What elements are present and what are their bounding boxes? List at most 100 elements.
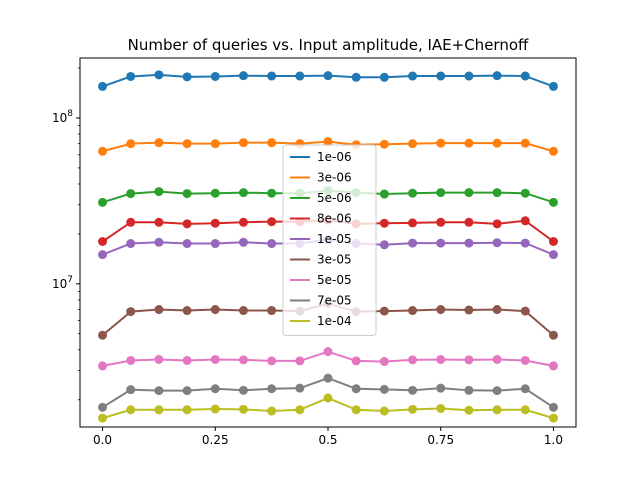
data-point xyxy=(520,405,530,415)
data-point xyxy=(408,188,418,198)
data-point xyxy=(351,72,361,82)
data-point xyxy=(436,305,446,315)
data-point xyxy=(548,361,558,371)
data-point xyxy=(464,355,474,365)
data-point xyxy=(238,404,248,414)
data-point xyxy=(520,216,530,226)
legend-item-8e-06: 8e-06 xyxy=(290,212,352,226)
legend-label: 3e-06 xyxy=(317,171,352,185)
data-point xyxy=(210,71,220,81)
data-point xyxy=(492,219,502,229)
data-point xyxy=(295,383,305,393)
data-point xyxy=(379,189,389,199)
axes-layer: 0.0 0.25 0.5 0.75 1.0 107 108 xyxy=(52,67,563,447)
data-point xyxy=(548,197,558,207)
data-point xyxy=(408,306,418,316)
series-1e-06 xyxy=(98,70,558,91)
data-point xyxy=(379,240,389,250)
data-point xyxy=(379,306,389,316)
data-point xyxy=(154,70,164,80)
data-point xyxy=(154,354,164,364)
data-point xyxy=(464,405,474,415)
data-point xyxy=(295,71,305,81)
series-5e-05 xyxy=(98,347,558,371)
legend-item-5e-05: 5e-05 xyxy=(290,273,352,287)
data-point xyxy=(154,386,164,396)
data-point xyxy=(210,239,220,249)
data-point xyxy=(238,306,248,316)
data-point xyxy=(492,405,502,415)
data-point xyxy=(126,385,136,395)
legend-label: 5e-05 xyxy=(317,273,352,287)
data-point xyxy=(210,188,220,198)
data-point xyxy=(182,355,192,365)
legend-box xyxy=(282,144,377,336)
data-point xyxy=(492,188,502,198)
data-point xyxy=(323,137,333,147)
data-point xyxy=(154,217,164,227)
data-point xyxy=(267,356,277,366)
data-point xyxy=(154,138,164,148)
chart-title: Number of queries vs. Input amplitude, I… xyxy=(128,36,529,54)
data-point xyxy=(464,217,474,227)
data-point xyxy=(351,405,361,415)
data-point xyxy=(98,413,108,423)
data-point xyxy=(210,384,220,394)
data-point xyxy=(464,188,474,198)
data-point xyxy=(520,238,530,248)
data-point xyxy=(267,138,277,148)
x-tick-label: 0.5 xyxy=(318,433,337,447)
legend-item-5e-06: 5e-06 xyxy=(290,191,352,205)
legend: 1e-06 3e-06 5e-06 8e-06 1e-05 3e-05 5e-05 7e-05… xyxy=(282,144,377,336)
data-point xyxy=(238,355,248,365)
data-point xyxy=(267,384,277,394)
data-point xyxy=(238,217,248,227)
data-point xyxy=(126,239,136,249)
data-point xyxy=(154,187,164,197)
data-point xyxy=(210,218,220,228)
y-tick-label: 107 xyxy=(52,275,73,291)
data-point xyxy=(408,218,418,228)
data-point xyxy=(182,239,192,249)
data-point xyxy=(126,189,136,199)
data-point xyxy=(182,189,192,199)
data-point xyxy=(351,384,361,394)
data-point xyxy=(323,393,333,403)
data-point xyxy=(267,239,277,249)
series-3e-06 xyxy=(98,137,558,156)
legend-label: 1e-06 xyxy=(317,150,352,164)
legend-label: 3e-05 xyxy=(317,253,352,267)
legend-item-1e-04: 1e-04 xyxy=(290,314,352,328)
legend-label: 7e-05 xyxy=(317,294,352,308)
data-point xyxy=(436,188,446,198)
legend-label: 1e-05 xyxy=(317,232,352,246)
data-point xyxy=(436,71,446,81)
data-point xyxy=(182,219,192,229)
data-point xyxy=(98,236,108,246)
legend-label: 5e-06 xyxy=(317,191,352,205)
data-point xyxy=(182,306,192,316)
data-point xyxy=(126,307,136,317)
data-point xyxy=(323,373,333,383)
data-point xyxy=(98,197,108,207)
data-point xyxy=(520,355,530,365)
data-point xyxy=(548,402,558,412)
data-point xyxy=(520,384,530,394)
data-point xyxy=(379,384,389,394)
data-point xyxy=(182,139,192,149)
data-point xyxy=(464,305,474,315)
data-point xyxy=(492,71,502,81)
data-point xyxy=(379,357,389,367)
data-point xyxy=(267,306,277,316)
data-point xyxy=(126,71,136,81)
data-point xyxy=(408,404,418,414)
x-tick-label: 0.0 xyxy=(93,433,112,447)
data-point xyxy=(548,330,558,340)
data-point xyxy=(379,218,389,228)
data-point xyxy=(379,139,389,149)
legend-label: 1e-04 xyxy=(317,314,352,328)
data-point xyxy=(238,71,248,81)
data-point xyxy=(520,71,530,81)
data-point xyxy=(238,138,248,148)
data-point xyxy=(154,405,164,415)
